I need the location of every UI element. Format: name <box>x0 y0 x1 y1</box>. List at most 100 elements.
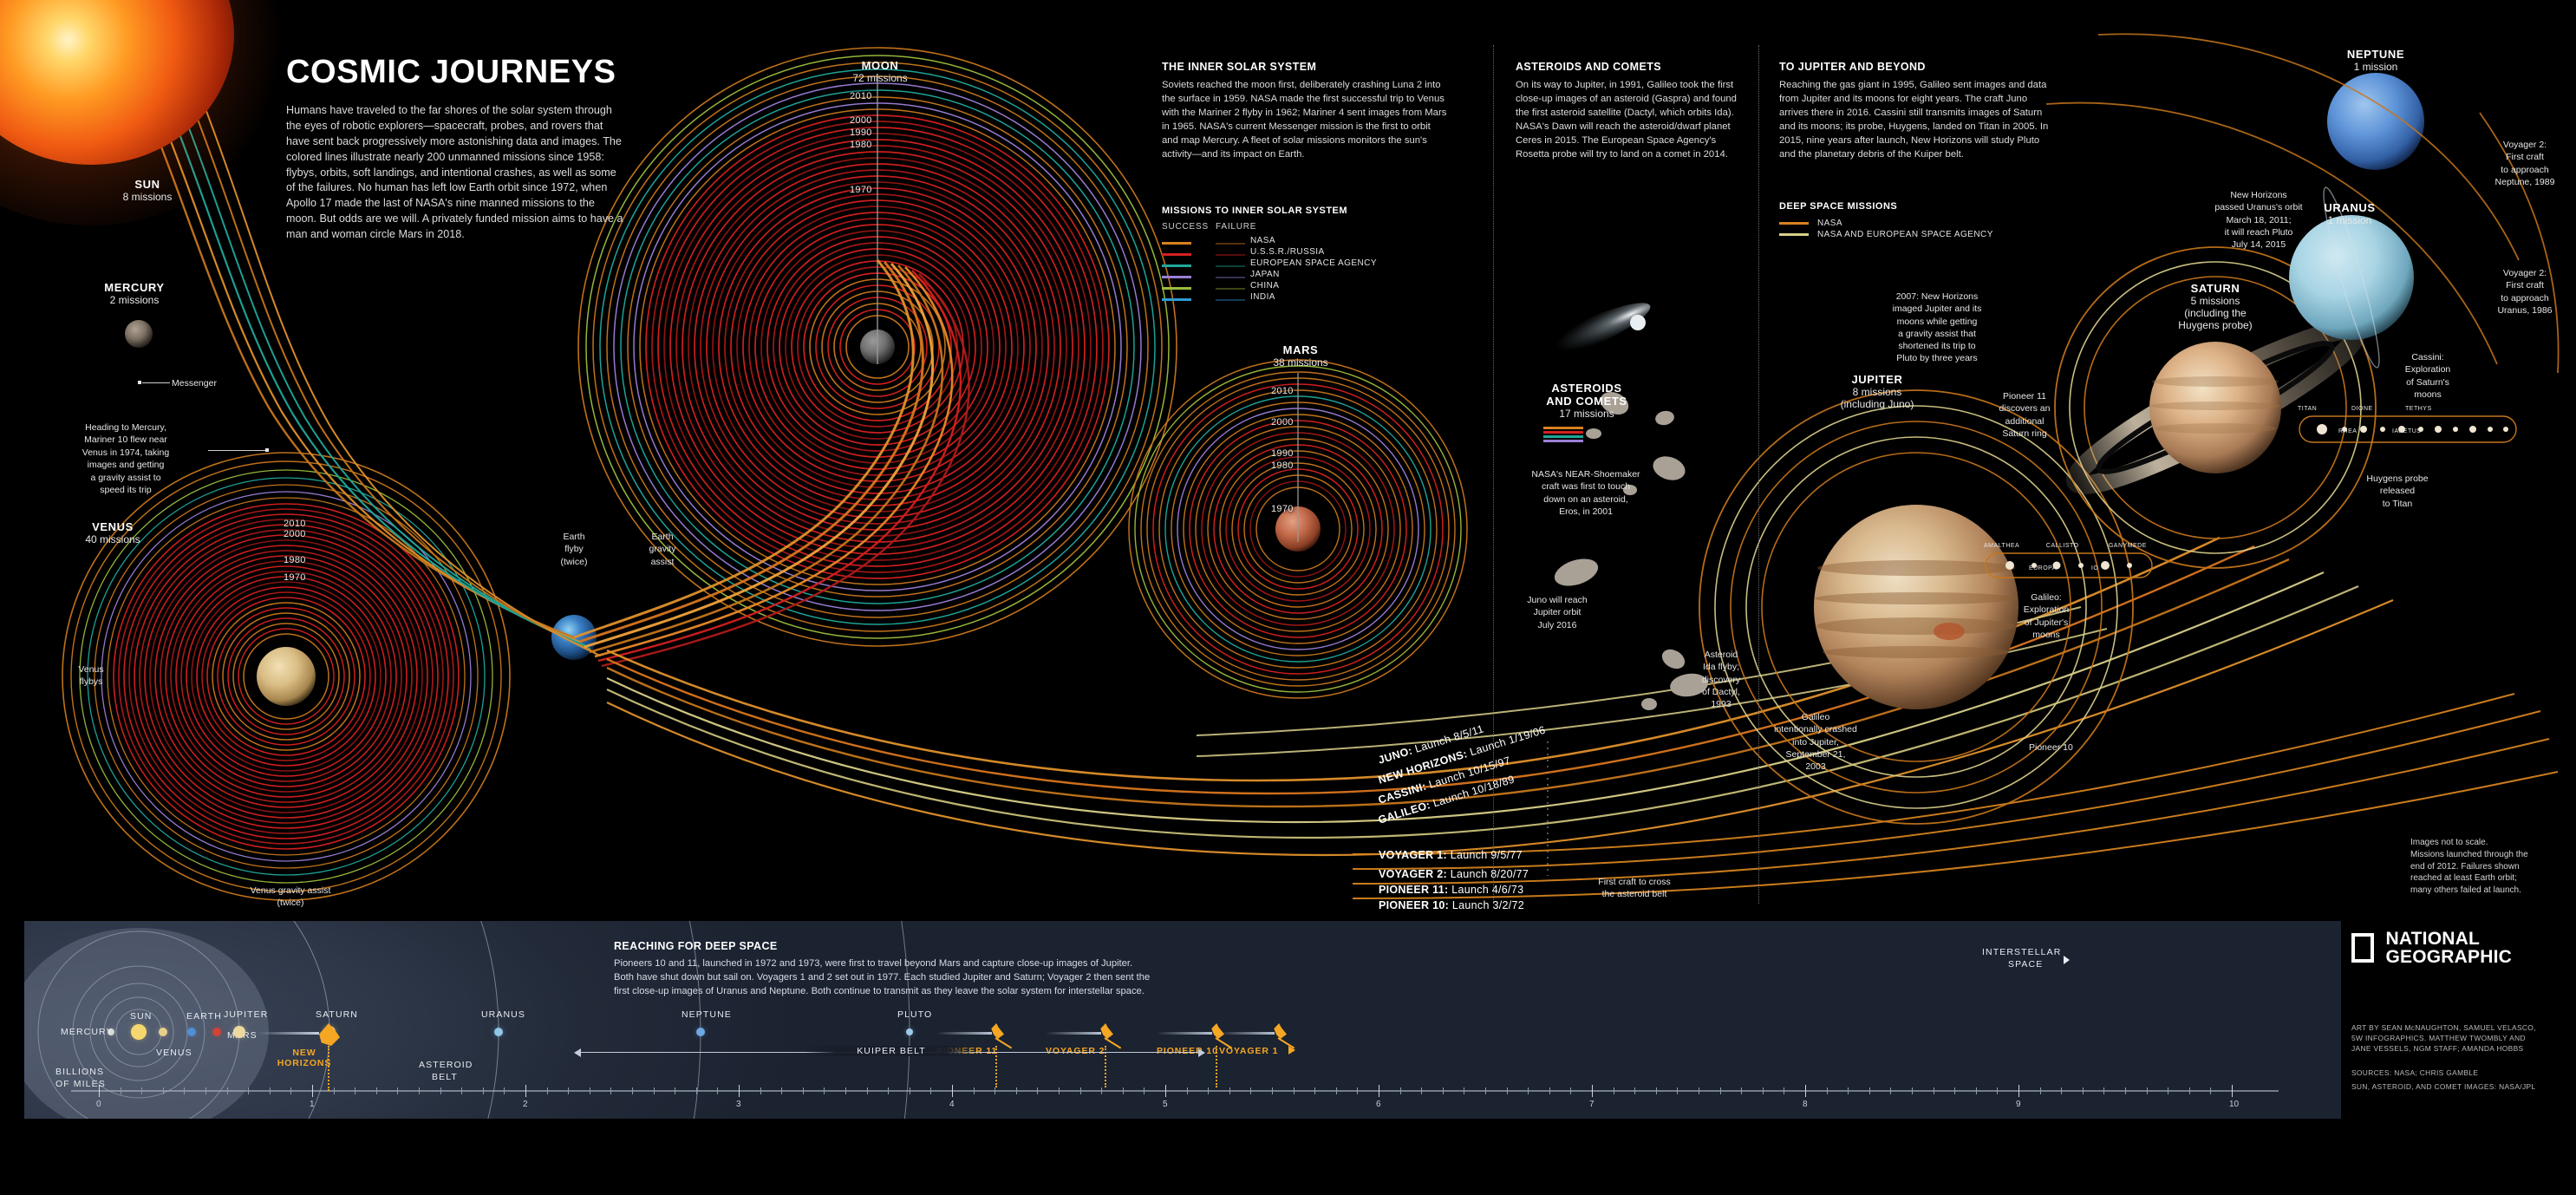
annotation-first-craft-belt: First craft to cross the asteroid belt <box>1561 876 1708 901</box>
section-body: Soviets reached the moon first, delibera… <box>1162 80 1447 160</box>
section-inner-solar-system: THE INNER SOLAR SYSTEM Soviets reached t… <box>1162 61 1448 161</box>
body-name: JUPITER <box>1851 373 1903 386</box>
annotation-huygens-titan: Huygens probe released to Titan <box>2341 473 2454 510</box>
band-major-tick <box>952 1085 953 1097</box>
annotation-line: First craft to cross <box>1598 877 1671 887</box>
band-minor-tick <box>1186 1087 1188 1094</box>
annotation-line: moons while getting <box>1896 316 1978 327</box>
annotation-voyager2-uranus: Voyager 2: First craft to approach Uranus, … <box>2481 267 2568 317</box>
launch-label-name: VOYAGER 2: <box>1379 868 1447 880</box>
body-missions: 1 mission <box>2353 61 2398 73</box>
moon-name: DIONE <box>2351 406 2373 412</box>
annotation-line: Saturn ring <box>2002 428 2047 439</box>
annotation-galileo-crash: Galileo intentionally crashed into Jupiter… <box>1751 711 1880 773</box>
band-minor-tick <box>2210 1087 2212 1094</box>
annotation-line: September 21, <box>1785 748 1846 760</box>
launch-label-name: PIONEER 11: <box>1379 884 1449 896</box>
annotation-mariner-10: Heading to Mercury, Mariner 10 flew near V… <box>45 421 206 497</box>
intro-paragraph: Humans have traveled to the far shores o… <box>286 104 623 240</box>
year-tick-label: 1970 <box>1271 504 1294 514</box>
band-planet-label: URANUS <box>481 1009 525 1020</box>
annotation-line: of Dactyl, <box>1702 686 1740 697</box>
annotation-line: Galileo: <box>2031 592 2062 603</box>
annotation-line: of Jupiter's <box>2024 617 2069 628</box>
legend-item-label: EUROPEAN SPACE AGENCY <box>1250 258 1377 268</box>
annotation-earth-flyby: Earth flyby (twice) <box>543 531 605 568</box>
leader-dot <box>138 381 141 384</box>
annotation-line: Voyager 2: <box>2502 268 2547 278</box>
band-minor-tick <box>1762 1087 1764 1094</box>
annotation-earth-gravity: Earth gravity assist <box>631 531 694 568</box>
annotation-line: Asteroid <box>1704 650 1738 660</box>
annotation-line: of Saturn's <box>2406 376 2449 388</box>
band-minor-tick <box>1570 1087 1572 1094</box>
body-missions: 72 missions <box>852 72 908 84</box>
kuiper-arrow-left-icon <box>574 1048 581 1057</box>
section-heading: ASTEROIDS AND COMETS <box>1516 61 1661 73</box>
band-major-tick <box>2232 1085 2233 1097</box>
annotation-line: images and getting <box>87 460 165 471</box>
band-major-tick <box>99 1085 100 1097</box>
annotation-line: March 18, 2011; <box>2226 214 2292 225</box>
new-horizons-trail-icon <box>257 1032 319 1035</box>
band-major-tick <box>1805 1085 1806 1097</box>
label-neptune: NEPTUNE 1 mission <box>2319 48 2432 73</box>
band-minor-tick <box>546 1087 548 1094</box>
band-minor-tick <box>568 1087 570 1094</box>
band-major-tick <box>1592 1085 1593 1097</box>
credit-images: SUN, ASTEROID, AND COMET IMAGES: NASA/JP… <box>2351 1082 2536 1091</box>
annotation-cassini-moons: Cassini: Exploration of Saturn's moons <box>2376 351 2480 401</box>
venus-planet <box>257 647 316 706</box>
body-missions: 5 missions <box>2190 295 2240 307</box>
legend-swatch-failure <box>1216 298 1245 301</box>
legend-item-label: U.S.S.R./RUSSIA <box>1250 247 1325 257</box>
body-name-line1: ASTEROIDS <box>1551 382 1622 395</box>
section-heading: THE INNER SOLAR SYSTEM <box>1162 61 1317 73</box>
band-minor-tick <box>248 1087 250 1094</box>
legend-item: NASA <box>1779 218 2057 229</box>
band-minor-tick <box>1975 1087 1977 1094</box>
annotation-voyager2-neptune: Voyager 2: First craft to approach Neptune,… <box>2481 139 2568 188</box>
moon-name: AMALTHEA <box>1984 543 2020 549</box>
body-name: SATURN <box>2190 282 2240 295</box>
section-reaching-deep-space: REACHING FOR DEEP SPACE Pioneers 10 and … <box>614 940 1151 999</box>
band-minor-tick <box>1528 1087 1529 1094</box>
band-minor-tick <box>802 1087 804 1094</box>
label-uranus: URANUS 1 mission <box>2293 201 2406 226</box>
title-block: COSMIC JOURNEYS Humans have traveled to … <box>286 54 624 243</box>
annotation-line: to approach <box>2501 164 2549 175</box>
band-minor-tick <box>973 1087 975 1094</box>
band-tick-label: 4 <box>949 1100 955 1109</box>
band-minor-tick <box>461 1087 463 1094</box>
band-minor-tick <box>930 1087 932 1094</box>
band-minor-tick <box>290 1087 292 1094</box>
band-label-asteroid-belt-1: ASTEROID <box>419 1060 473 1070</box>
annotation-line: Exploration <box>2023 604 2070 616</box>
annotation-line: moons <box>2032 629 2060 640</box>
kuiper-arrow-right-icon <box>1198 1048 1205 1057</box>
band-planet-dot <box>187 1028 196 1036</box>
band-tick-label: 0 <box>96 1100 101 1109</box>
launch-label-date: Launch 9/5/77 <box>1446 849 1523 861</box>
band-minor-tick <box>2188 1087 2190 1094</box>
band-label-new-horizons-2: HORIZONS <box>277 1058 332 1068</box>
year-tick-label: 2010 <box>1271 386 1294 396</box>
legend-swatch-failure <box>1216 253 1245 256</box>
band-minor-tick <box>1250 1087 1252 1094</box>
annotation-line: it will reach Pluto <box>2224 226 2293 238</box>
band-planet-dot <box>233 1026 245 1038</box>
band-minor-tick <box>845 1087 846 1094</box>
annotation-line: imaged Jupiter and its <box>1892 304 1982 315</box>
band-tick-label: 5 <box>1163 1100 1168 1109</box>
probe-label: VOYAGER 1 <box>1219 1046 1279 1056</box>
moon-name: IO <box>2090 565 2099 571</box>
band-minor-tick <box>824 1087 825 1094</box>
band-planet-label: MERCURY <box>61 1027 114 1037</box>
band-label-billions-1: BILLIONS <box>55 1067 105 1077</box>
band-planet-dot <box>159 1028 167 1036</box>
band-minor-tick <box>397 1087 399 1094</box>
annotation-line: reached at least Earth orbit; <box>2410 873 2517 884</box>
band-minor-tick <box>440 1087 441 1094</box>
probe-label: PIONEER 10 <box>1157 1046 1218 1056</box>
legend-swatch <box>1779 222 1809 225</box>
